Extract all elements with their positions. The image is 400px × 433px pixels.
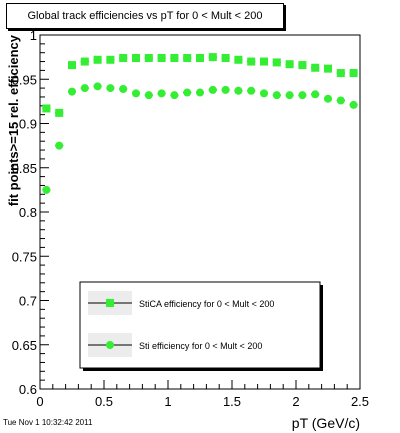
- y-tick-label: 0.8: [19, 205, 37, 220]
- data-point-stica: [119, 54, 128, 63]
- data-point-sti: [68, 87, 76, 96]
- data-point-stica: [285, 60, 294, 69]
- data-point-sti: [272, 91, 281, 100]
- x-axis-label: pT (GeV/c): [292, 415, 360, 431]
- data-point-stica: [55, 108, 64, 117]
- data-point-stica: [196, 54, 204, 63]
- data-point-stica: [311, 63, 320, 72]
- legend-label: Sti efficiency for 0 < Mult < 200: [139, 341, 262, 351]
- data-point-sti: [208, 85, 217, 94]
- y-tick-label: 0.85: [12, 161, 37, 176]
- y-axis-label: fit points>=15 rel. efficiency: [6, 34, 21, 206]
- data-point-stica: [132, 54, 140, 63]
- data-point-sti: [55, 141, 64, 150]
- y-tick-label: 0.95: [12, 72, 37, 87]
- y-tick-label: 0.75: [12, 249, 37, 264]
- data-point-stica: [144, 54, 153, 63]
- data-point-sti: [157, 89, 166, 98]
- data-point-stica: [106, 55, 115, 64]
- chart-title: Global track efficiencies vs pT for 0 < …: [6, 3, 284, 29]
- data-point-sti: [183, 88, 192, 97]
- x-tick-label: 2: [292, 394, 299, 409]
- data-point-sti: [106, 84, 115, 93]
- data-point-stica: [157, 54, 166, 63]
- data-point-sti: [132, 89, 140, 98]
- data-point-sti: [349, 100, 358, 109]
- x-tick-label: 2.5: [351, 394, 369, 409]
- data-point-stica: [349, 69, 358, 78]
- data-point-stica: [247, 57, 256, 66]
- data-point-stica: [208, 53, 217, 62]
- x-tick-label: 0.5: [95, 394, 113, 409]
- data-point-stica: [336, 69, 345, 78]
- data-point-sti: [93, 82, 102, 91]
- legend-marker-circle: [106, 341, 114, 349]
- data-point-stica: [42, 104, 51, 113]
- data-point-stica: [68, 61, 76, 70]
- data-point-stica: [80, 57, 89, 66]
- data-point-sti: [311, 90, 320, 99]
- x-tick-label: 1: [164, 394, 171, 409]
- data-point-sti: [324, 94, 332, 103]
- data-point-stica: [260, 57, 268, 66]
- x-tick-label: 0: [36, 394, 43, 409]
- data-point-sti: [144, 91, 153, 100]
- data-point-sti: [260, 89, 268, 98]
- data-point-stica: [272, 58, 281, 67]
- data-point-sti: [221, 85, 230, 94]
- data-point-sti: [119, 84, 128, 93]
- data-point-sti: [336, 96, 345, 105]
- data-point-sti: [285, 91, 294, 100]
- data-point-sti: [80, 84, 89, 93]
- data-point-sti: [298, 91, 307, 100]
- y-tick-label: 1: [30, 28, 37, 43]
- data-point-sti: [247, 86, 256, 95]
- y-tick-label: 0.9: [19, 117, 37, 132]
- data-point-stica: [324, 64, 332, 73]
- data-point-stica: [221, 54, 230, 63]
- timestamp: Tue Nov 1 10:32:42 2011: [3, 418, 93, 427]
- y-tick-label: 0.7: [19, 294, 37, 309]
- x-tick-label: 1.5: [223, 394, 241, 409]
- data-point-stica: [298, 61, 307, 70]
- data-point-sti: [42, 185, 51, 194]
- data-point-stica: [183, 54, 192, 63]
- data-point-sti: [196, 88, 204, 97]
- legend-marker-square: [106, 299, 114, 307]
- y-tick-label: 0.65: [12, 338, 37, 353]
- data-point-sti: [170, 91, 179, 100]
- y-tick-label: 0.6: [19, 382, 37, 397]
- legend-label: StiCA efficiency for 0 < Mult < 200: [139, 299, 274, 309]
- data-point-stica: [234, 55, 243, 64]
- data-point-stica: [170, 54, 179, 63]
- data-point-sti: [234, 86, 243, 95]
- data-point-stica: [93, 55, 102, 64]
